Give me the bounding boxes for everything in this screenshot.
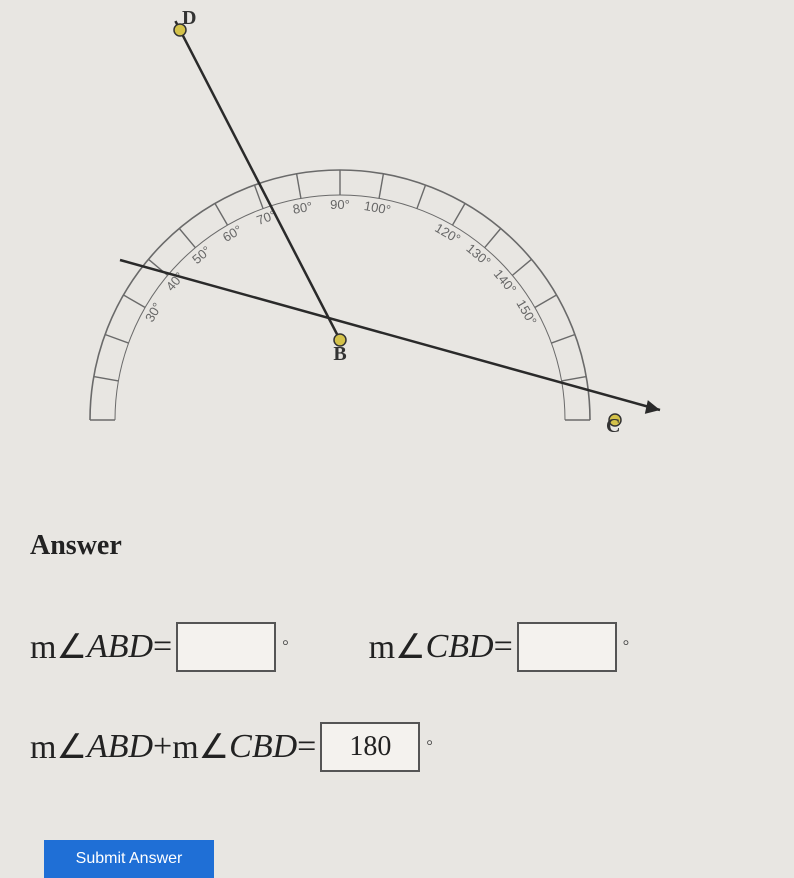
equals-3: = bbox=[297, 728, 316, 766]
svg-text:B: B bbox=[333, 343, 346, 365]
degree-1: ° bbox=[282, 638, 288, 656]
answer-section: Answer m∠ABD = ° m∠CBD = ° m∠ABD + m∠CBD… bbox=[30, 530, 770, 822]
equation-sum: m∠ABD + m∠CBD = ° bbox=[30, 722, 433, 772]
angle-var-cbd: CBD bbox=[426, 628, 494, 666]
equation-row-2: m∠ABD + m∠CBD = ° bbox=[30, 722, 770, 772]
equals-1: = bbox=[153, 628, 172, 666]
geometry-diagram: 30°40°50°60°70°80°90°100°120°130°140°150… bbox=[0, 0, 794, 480]
plus: + bbox=[153, 728, 172, 766]
svg-text:90°: 90° bbox=[330, 197, 350, 212]
equation-abd: m∠ABD = ° bbox=[30, 622, 289, 672]
svg-text:C: C bbox=[606, 415, 620, 437]
angle-var-abd: ABD bbox=[87, 628, 153, 666]
m-angle-text-2: m∠ bbox=[369, 627, 426, 667]
svg-text:140°: 140° bbox=[491, 266, 520, 296]
answer-heading: Answer bbox=[30, 530, 770, 562]
angle-var-abd-2: ABD bbox=[87, 728, 153, 766]
svg-text:D: D bbox=[182, 7, 196, 29]
input-sum[interactable] bbox=[320, 722, 420, 772]
input-abd[interactable] bbox=[176, 622, 276, 672]
equation-row-1: m∠ABD = ° m∠CBD = ° bbox=[30, 622, 770, 672]
svg-text:100°: 100° bbox=[363, 198, 392, 217]
svg-text:50°: 50° bbox=[189, 243, 214, 267]
submit-button[interactable]: Submit Answer bbox=[44, 840, 214, 878]
diagram-svg: 30°40°50°60°70°80°90°100°120°130°140°150… bbox=[0, 0, 794, 480]
m-angle-text: m∠ bbox=[30, 627, 87, 667]
svg-text:130°: 130° bbox=[463, 241, 493, 270]
svg-text:80°: 80° bbox=[292, 199, 314, 217]
m-angle-text-4: m∠ bbox=[172, 727, 229, 767]
svg-text:120°: 120° bbox=[432, 220, 463, 246]
svg-text:150°: 150° bbox=[513, 297, 539, 328]
equals-2: = bbox=[494, 628, 513, 666]
svg-text:60°: 60° bbox=[220, 222, 245, 245]
m-angle-text-3: m∠ bbox=[30, 727, 87, 767]
degree-2: ° bbox=[623, 638, 629, 656]
angle-var-cbd-2: CBD bbox=[229, 728, 297, 766]
input-cbd[interactable] bbox=[517, 622, 617, 672]
equation-cbd: m∠CBD = ° bbox=[369, 622, 630, 672]
degree-3: ° bbox=[426, 738, 432, 756]
svg-text:30°: 30° bbox=[142, 300, 165, 325]
